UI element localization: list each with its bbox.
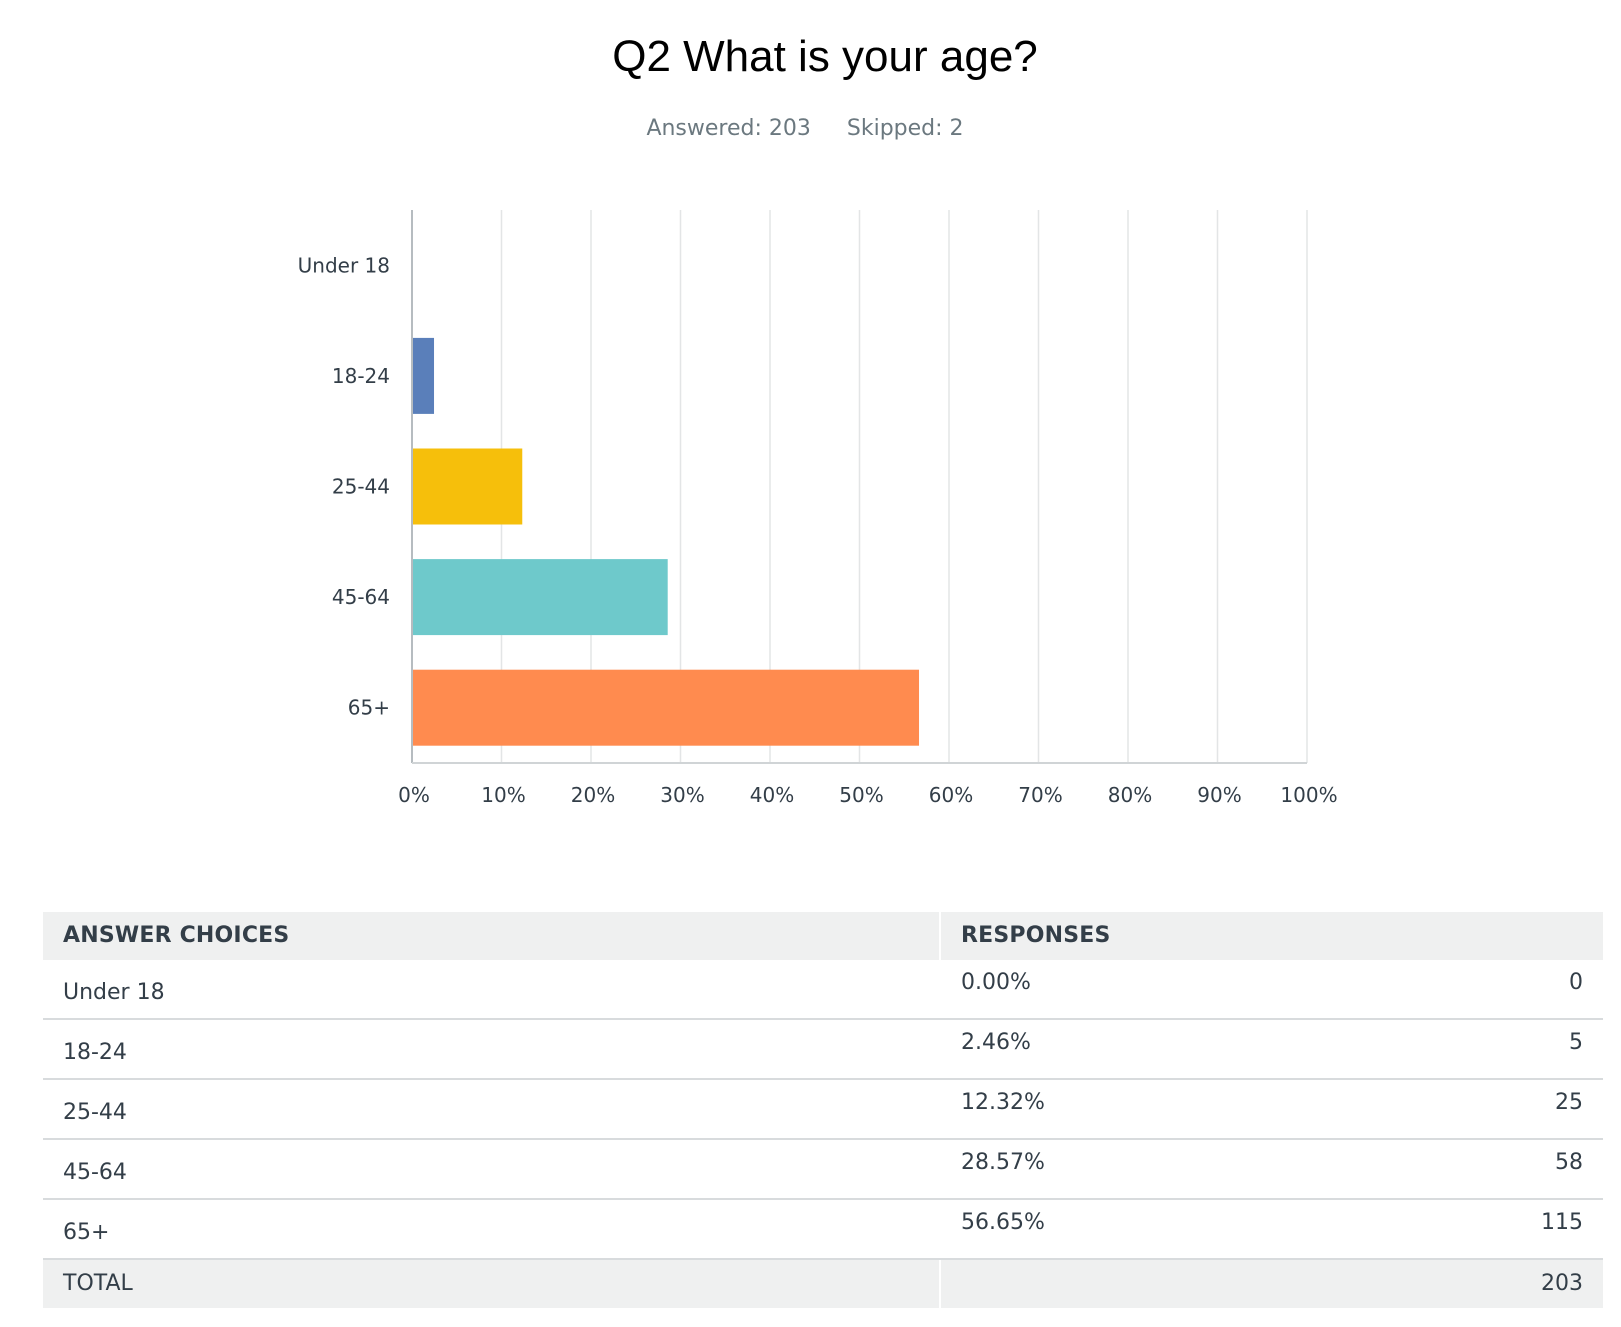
responses-cell: 56.65% 115 (941, 1200, 1603, 1258)
bar (412, 669, 920, 746)
answer-choice: 25-44 (63, 1100, 127, 1125)
response-percent: 2.46% (961, 1030, 1031, 1055)
age-bar-chart: Under 18 18-24 25-44 45-64 65+ 0% 10% 20% 30% 40%… (298, 210, 1338, 807)
x-tick-label: 80% (1108, 783, 1152, 807)
responses-cell: 12.32% 25 (941, 1080, 1603, 1138)
answer-choice: 18-24 (63, 1040, 127, 1065)
table-row: 65+ 56.65% 115 (43, 1200, 1603, 1260)
header-responses: RESPONSES (941, 912, 1603, 960)
responses-cell: 28.57% 58 (941, 1140, 1603, 1198)
response-stats: Answered: 203 Skipped: 2 (0, 116, 1610, 141)
category-label: Under 18 (298, 253, 390, 277)
category-label: 45-64 (332, 585, 390, 609)
response-percent: 56.65% (961, 1210, 1045, 1235)
x-tick-label: 40% (750, 783, 794, 807)
response-percent: 12.32% (961, 1090, 1045, 1115)
answer-choice: Under 18 (63, 980, 165, 1005)
table-row: Under 18 0.00% 0 (43, 960, 1603, 1020)
response-count: 5 (1569, 1030, 1583, 1055)
x-tick-label: 90% (1197, 783, 1241, 807)
table-body: Under 18 0.00% 0 18-24 2.46% 5 25-44 12.32% 25 45… (43, 960, 1603, 1260)
response-count: 58 (1555, 1150, 1583, 1175)
table-row: 25-44 12.32% 25 (43, 1080, 1603, 1140)
category-label: 65+ (348, 696, 390, 720)
response-count: 115 (1541, 1210, 1583, 1235)
total-label: TOTAL (43, 1260, 939, 1308)
table-total-row: TOTAL 203 (43, 1260, 1603, 1308)
skipped-count: Skipped: 2 (846, 116, 964, 141)
table-row: 45-64 28.57% 58 (43, 1140, 1603, 1200)
response-percent: 0.00% (961, 970, 1031, 995)
bar (412, 559, 668, 636)
x-tick-label: 50% (839, 783, 883, 807)
bar (412, 448, 523, 525)
x-tick-label: 70% (1018, 783, 1062, 807)
answered-count: Answered: 203 (646, 116, 811, 141)
x-tick-label: 30% (660, 783, 704, 807)
table-row: 18-24 2.46% 5 (43, 1020, 1603, 1080)
response-count: 25 (1555, 1090, 1583, 1115)
question-title: Q2 What is your age? (612, 32, 1038, 81)
category-label: 18-24 (332, 364, 390, 388)
x-tick-label: 100% (1280, 783, 1337, 807)
x-tick-label: 20% (571, 783, 615, 807)
x-tick-label: 60% (929, 783, 973, 807)
answer-choice-cell: 25-44 (43, 1080, 939, 1138)
answer-choice-cell: 45-64 (43, 1140, 939, 1198)
bar (412, 337, 435, 414)
responses-cell: 2.46% 5 (941, 1020, 1603, 1078)
responses-table: ANSWER CHOICES RESPONSES Under 18 0.00% 0 1… (43, 912, 1603, 1308)
category-label: 25-44 (332, 475, 390, 499)
responses-cell: 0.00% 0 (941, 960, 1603, 1018)
answer-choice-cell: 18-24 (43, 1020, 939, 1078)
total-count: 203 (941, 1260, 1603, 1308)
response-percent: 28.57% (961, 1150, 1045, 1175)
table-header-row: ANSWER CHOICES RESPONSES (43, 912, 1603, 960)
response-count: 0 (1569, 970, 1583, 995)
answer-choice: 45-64 (63, 1160, 127, 1185)
header-answer-choices: ANSWER CHOICES (43, 912, 939, 960)
x-tick-label: 10% (481, 783, 525, 807)
answer-choice-cell: 65+ (43, 1200, 939, 1258)
answer-choice-cell: Under 18 (43, 960, 939, 1018)
x-tick-label: 0% (398, 783, 430, 807)
answer-choice: 65+ (63, 1220, 110, 1245)
